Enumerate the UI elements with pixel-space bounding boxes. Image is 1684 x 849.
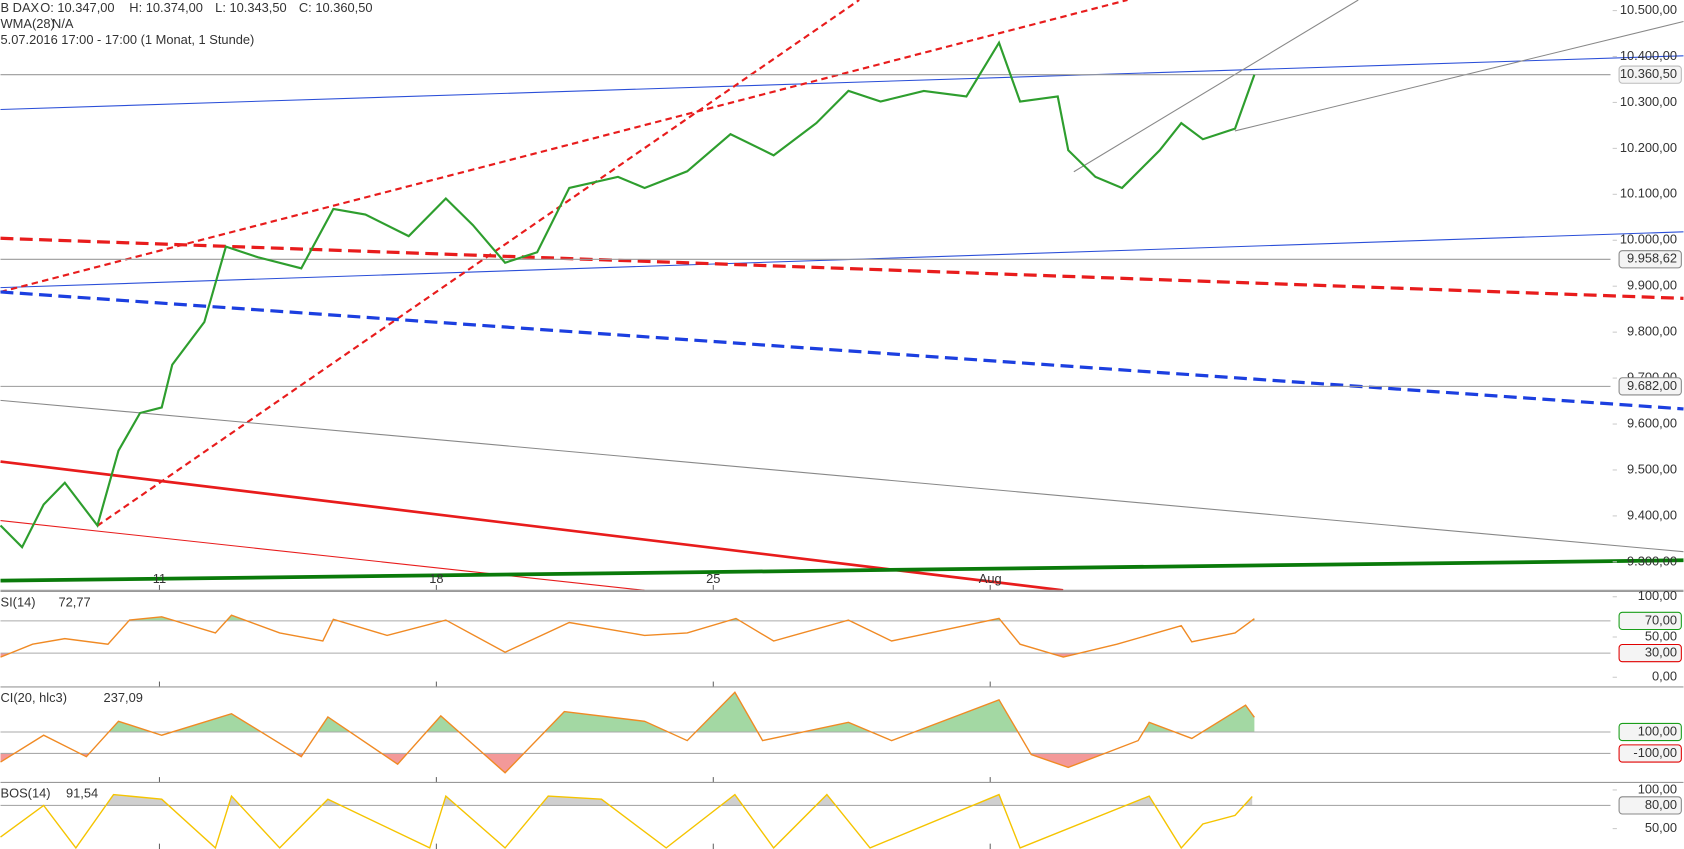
level-label: -100,00: [1633, 745, 1677, 760]
level-box: [1618, 722, 1682, 742]
indicator-value: 91,54: [66, 786, 98, 801]
level-label: 9.682,00: [1627, 378, 1677, 393]
level-box: [1618, 65, 1682, 84]
header-text: N/A: [52, 16, 74, 31]
y-tick-label: 9.800,00: [1627, 324, 1677, 339]
x-tick-label: 25: [706, 571, 720, 586]
chart-title: B DAX: [1, 0, 40, 15]
y-tick-label: 10.100,00: [1620, 186, 1677, 201]
level-fill: [128, 615, 1255, 621]
y-tick-label: 10.000,00: [1620, 232, 1677, 247]
y-tick-label: 9.300,00: [1627, 553, 1677, 568]
header-text: L: 10.343,50: [215, 0, 287, 15]
y-tick-label: 10.400,00: [1620, 48, 1677, 63]
indicator-title: BOS(14): [1, 786, 51, 801]
trend-line: [0, 55, 1684, 111]
y-tick-label: 9.500,00: [1627, 461, 1677, 476]
header-text: C: 10.360,50: [299, 0, 373, 15]
level-box: [1618, 643, 1682, 663]
header-text: WMA(28): [1, 16, 55, 31]
trend-line: [0, 399, 1684, 553]
header-text: 5.07.2016 17:00 - 17:00 (1 Monat, 1 Stun…: [1, 32, 255, 47]
trend-line: [1234, 20, 1684, 132]
y-tick-label: 0,00: [1652, 669, 1677, 684]
indicator-value: 237,09: [104, 690, 143, 705]
y-tick-label: 100,00: [1638, 781, 1677, 796]
y-tick-label: 100,00: [1638, 588, 1677, 603]
header-text: O: 10.347,00: [40, 0, 114, 15]
level-label: 10.360,50: [1620, 66, 1677, 81]
y-tick-label: 9.400,00: [1627, 507, 1677, 522]
x-tick-label: Aug: [979, 571, 1002, 586]
level-box: [1618, 796, 1682, 815]
y-tick-label: 9.600,00: [1627, 415, 1677, 430]
x-tick-label: 18: [429, 571, 443, 586]
y-tick-label: 9.900,00: [1627, 278, 1677, 293]
y-tick-label: 10.200,00: [1620, 140, 1677, 155]
level-label: 9.958,62: [1627, 251, 1677, 266]
y-tick-label: 50,00: [1645, 820, 1677, 835]
header-text: H: 10.374,00: [129, 0, 203, 15]
trend-line: [1073, 0, 1359, 173]
level-box: [1618, 744, 1682, 763]
level-label: 30,00: [1645, 645, 1677, 660]
data-line: [0, 614, 1255, 658]
trend-line: [0, 558, 1684, 583]
y-tick-label: 10.300,00: [1620, 94, 1677, 109]
level-fill: [0, 653, 1255, 658]
y-tick-label: 50,00: [1645, 628, 1677, 643]
y-tick-label: 10.500,00: [1620, 2, 1677, 17]
trend-line: [0, 290, 1684, 411]
indicator-title: CI(20, hlc3): [1, 690, 67, 705]
level-box: [1618, 611, 1682, 631]
indicator-title: SI(14): [1, 595, 36, 610]
level-fill: [105, 794, 1253, 806]
data-line: [0, 793, 1253, 849]
trend-line: [96, 0, 860, 527]
trend-line: [0, 520, 645, 591]
level-label: 80,00: [1645, 797, 1677, 812]
level-box: [1618, 250, 1682, 269]
trend-line: [0, 0, 1128, 293]
level-label: 100,00: [1638, 723, 1677, 738]
level-label: 70,00: [1645, 612, 1677, 627]
level-box: [1618, 377, 1682, 396]
trend-lines: [0, 0, 1684, 592]
data-line: [0, 691, 1255, 774]
indicator-value: 72,77: [58, 595, 90, 610]
data-line: [0, 40, 1256, 549]
x-tick-label: 11: [153, 571, 166, 586]
trend-line: [0, 236, 1684, 300]
